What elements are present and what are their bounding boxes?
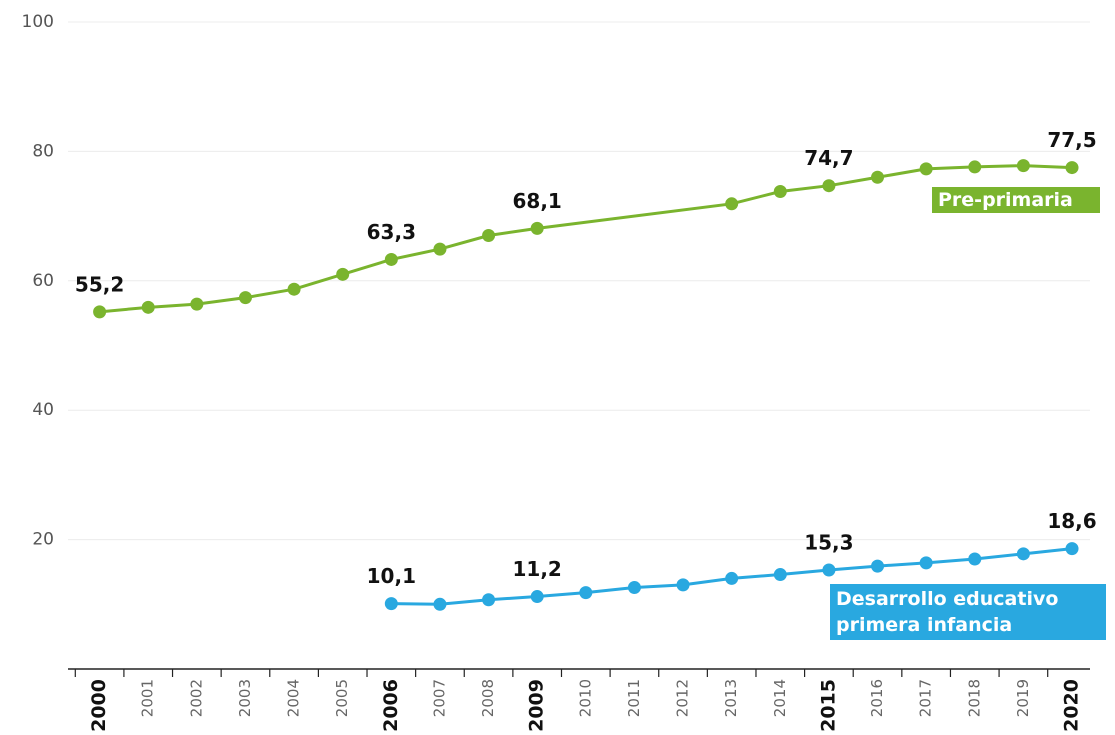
- x-tick-label: 2001: [139, 679, 157, 717]
- data-point: [238, 291, 252, 305]
- data-point: [336, 267, 350, 281]
- data-point: [773, 185, 787, 199]
- data-point: [725, 571, 739, 585]
- x-tick-label: 2011: [625, 679, 643, 717]
- x-tick-label: 2008: [479, 679, 497, 717]
- data-label: 77,5: [1047, 128, 1096, 152]
- x-tick-label: 2019: [1014, 679, 1032, 717]
- x-tick-label: 2016: [868, 679, 886, 717]
- data-point: [822, 563, 836, 577]
- data-point: [773, 568, 787, 582]
- x-tick-label: 2002: [187, 679, 205, 717]
- x-tick-label: 2005: [333, 679, 351, 717]
- data-point: [1016, 159, 1030, 173]
- x-tick-label: 2017: [917, 679, 935, 717]
- data-label: 74,7: [804, 146, 853, 170]
- data-point: [384, 252, 398, 266]
- data-point: [919, 556, 933, 570]
- data-point: [627, 580, 641, 594]
- x-tick-label: 2014: [771, 679, 789, 717]
- data-point: [190, 297, 204, 311]
- series-line: [99, 164, 1073, 314]
- x-tick-label: 2009: [526, 679, 548, 732]
- x-tick-label: 2015: [817, 679, 839, 732]
- data-label: 15,3: [804, 531, 853, 555]
- data-point: [676, 578, 690, 592]
- x-tick-label: 2012: [674, 679, 692, 717]
- y-tick-label: 80: [32, 141, 54, 161]
- x-tick-label: 2004: [285, 679, 303, 717]
- y-tick-label: 60: [32, 271, 54, 291]
- data-point: [968, 160, 982, 174]
- data-point: [530, 590, 544, 604]
- x-tick-label: 2013: [722, 679, 740, 717]
- x-tick-label: 2007: [430, 679, 448, 717]
- x-tick-label: 2018: [965, 679, 983, 717]
- data-point: [1065, 542, 1079, 556]
- data-point: [725, 197, 739, 211]
- x-tick-label: 2000: [88, 679, 110, 732]
- data-point: [482, 229, 496, 243]
- data-point: [579, 586, 593, 600]
- data-point: [433, 597, 447, 611]
- data-point: [822, 179, 836, 193]
- data-point: [141, 300, 155, 314]
- data-point: [482, 593, 496, 607]
- legend-desarrollo: Desarrollo educativo primera infancia: [830, 584, 1106, 640]
- data-point: [1016, 547, 1030, 561]
- data-point: [871, 559, 885, 573]
- data-label: 18,6: [1047, 509, 1096, 533]
- data-point: [93, 305, 107, 319]
- data-label: 55,2: [75, 272, 124, 296]
- x-tick-label: 2010: [576, 679, 594, 717]
- y-tick-label: 100: [22, 12, 54, 32]
- y-tick-label: 20: [32, 530, 54, 550]
- x-tick-label: 2020: [1061, 679, 1083, 732]
- data-label: 63,3: [367, 220, 416, 244]
- x-tick-label: 2003: [236, 679, 254, 717]
- y-tick-label: 40: [32, 400, 54, 420]
- data-point: [871, 170, 885, 184]
- data-label: 68,1: [513, 189, 562, 213]
- data-point: [968, 552, 982, 566]
- data-point: [919, 162, 933, 176]
- data-point: [287, 282, 301, 296]
- data-label: 11,2: [513, 557, 562, 581]
- x-tick-label: 2006: [380, 679, 402, 732]
- data-point: [384, 597, 398, 611]
- data-point: [433, 242, 447, 256]
- data-point: [530, 221, 544, 235]
- legend-pre-primaria: Pre-primaria: [932, 187, 1100, 213]
- data-label: 10,1: [367, 564, 416, 588]
- data-point: [1065, 161, 1079, 175]
